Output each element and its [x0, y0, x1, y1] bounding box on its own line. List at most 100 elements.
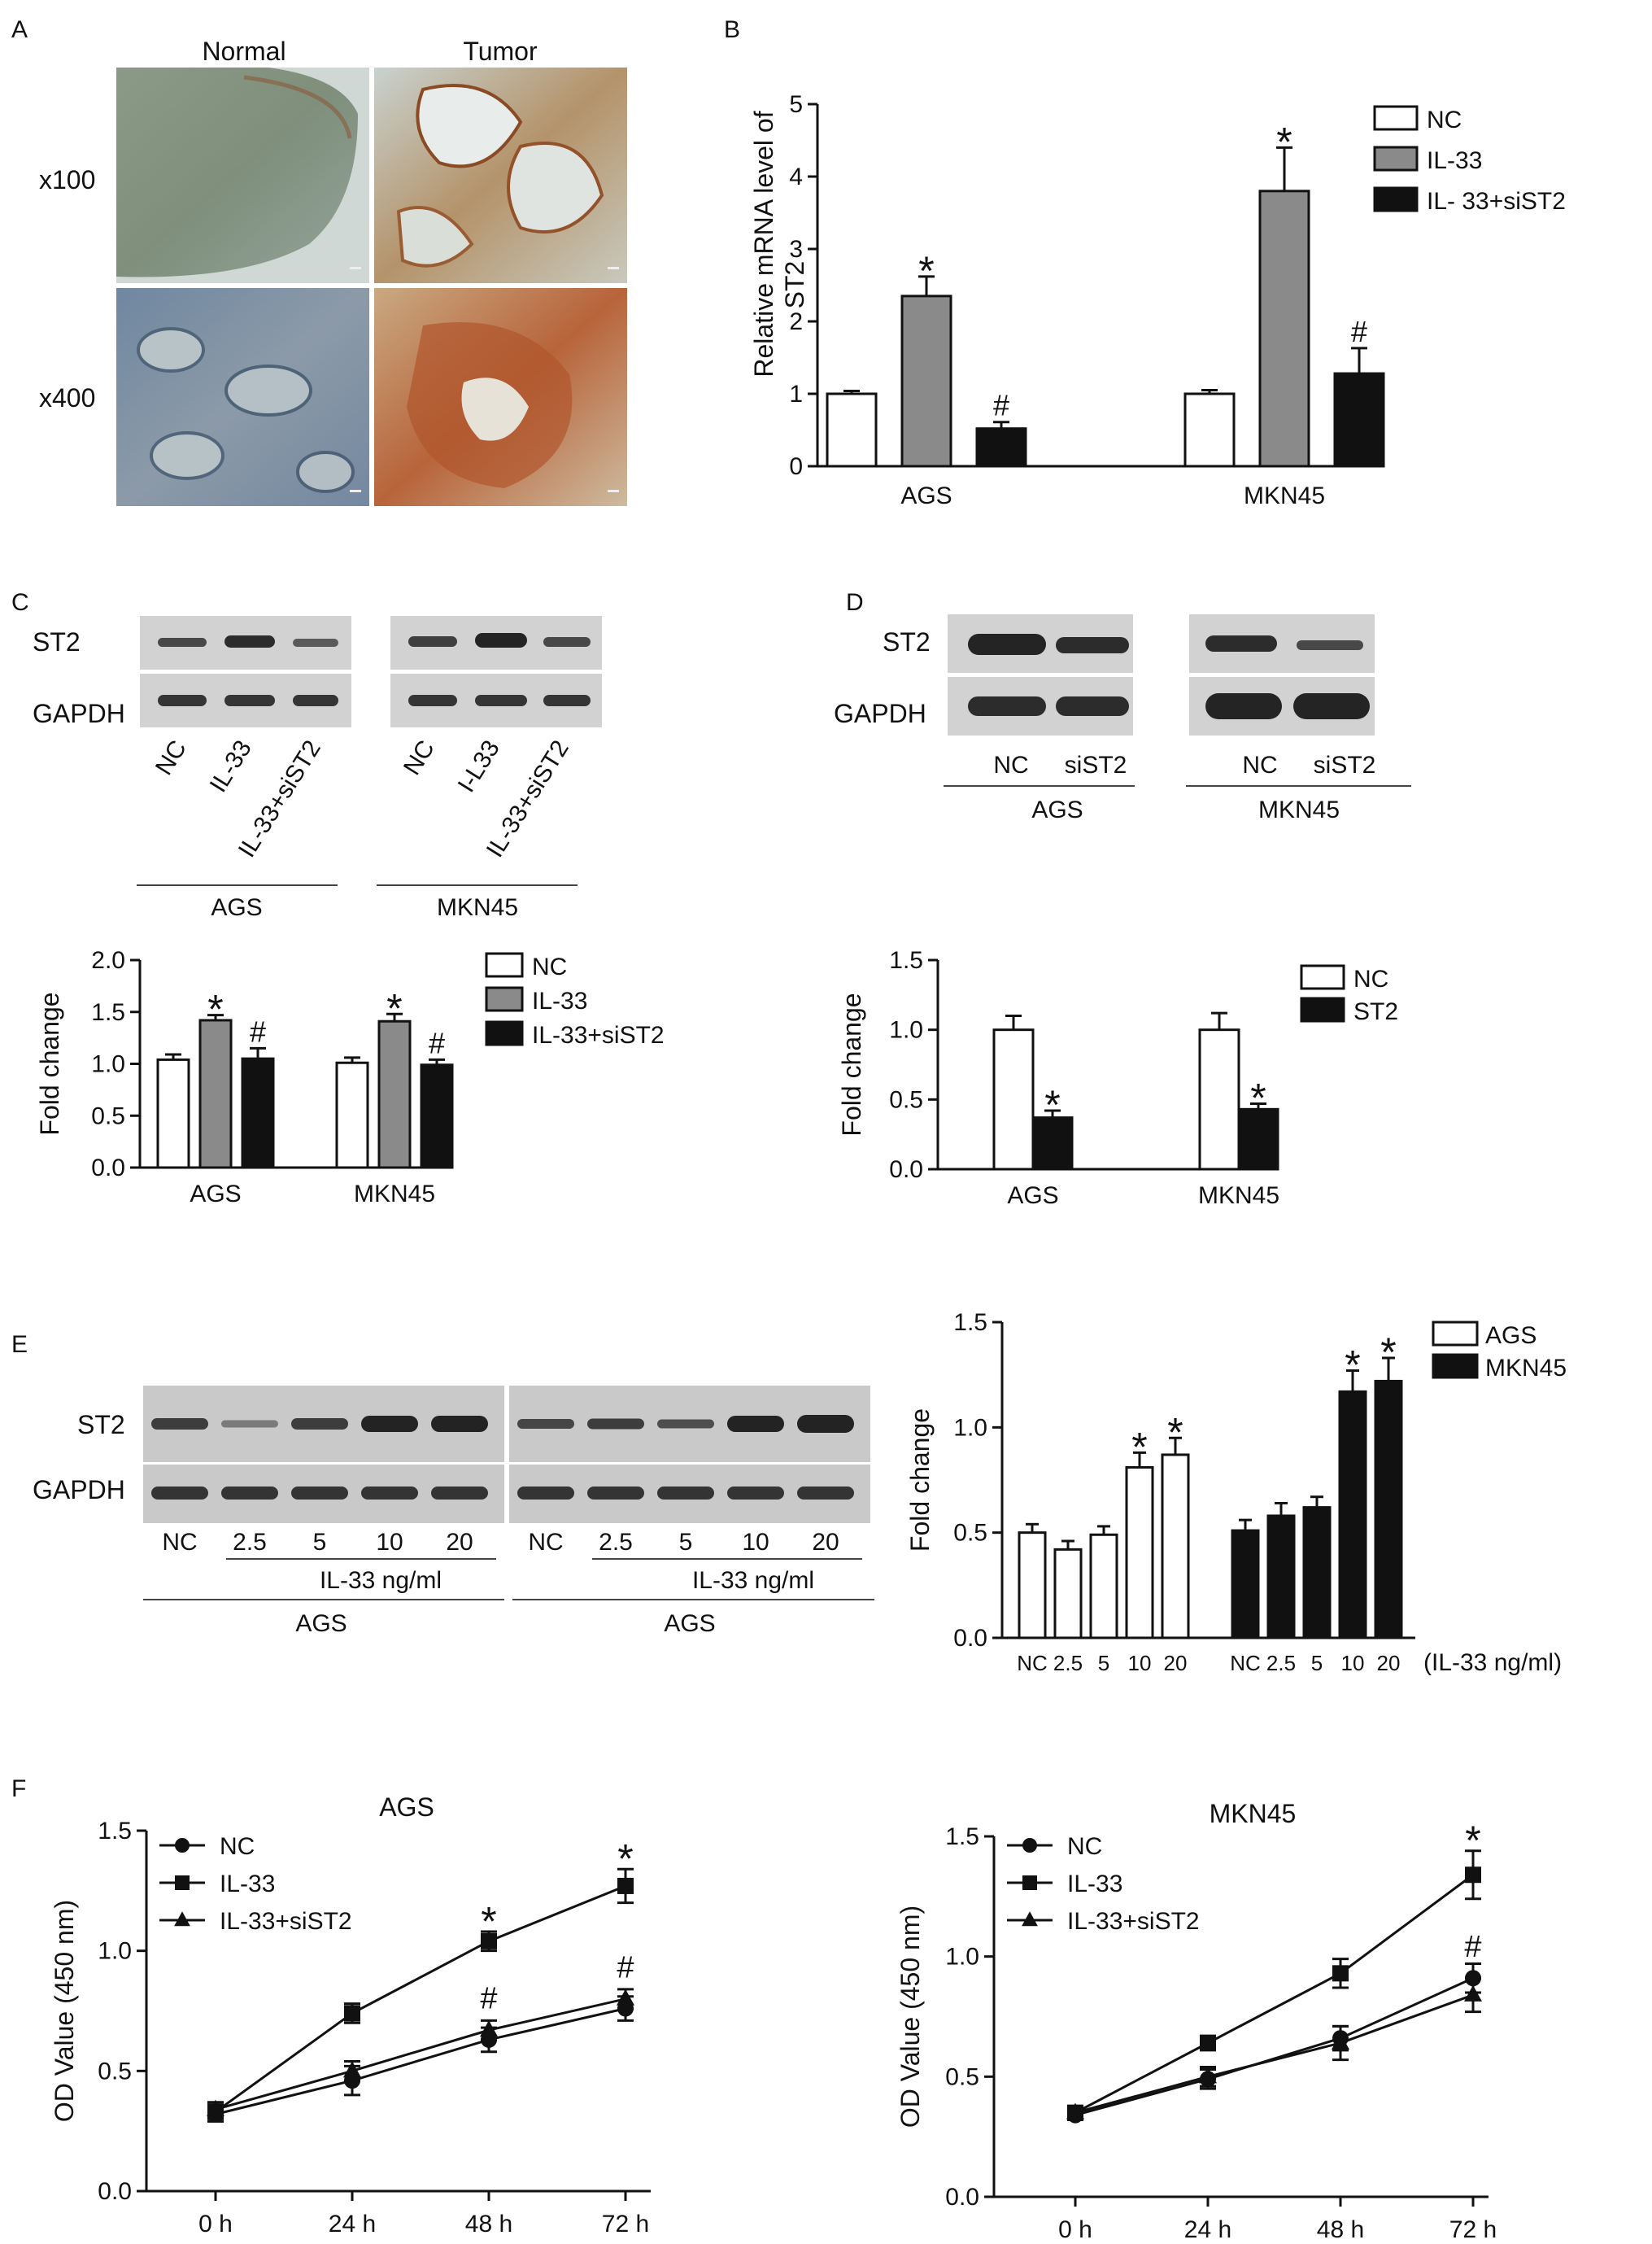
- blot-e-treatment-label: IL-33 ng/ml: [692, 1567, 814, 1594]
- y-tick-label: 0: [789, 453, 803, 480]
- x-tick-label: 48 h: [465, 2211, 512, 2237]
- blot-band: [361, 1487, 418, 1500]
- bar: [1338, 1390, 1367, 1639]
- x-tick-label: 48 h: [1317, 2216, 1364, 2243]
- x-category-label: 5: [1311, 1651, 1323, 1675]
- legend-swatch: [1373, 186, 1419, 212]
- micrograph-tumor-x400: [374, 288, 627, 506]
- chart-b: 0 1 2 3 4 5 * # AGS * # MKN45 Relative mRNA level of…: [749, 91, 1566, 509]
- blot-e-group-label: AGS: [664, 1610, 715, 1637]
- y-tick-label: 2.0: [91, 947, 125, 974]
- x-tick-label: 24 h: [329, 2211, 376, 2237]
- legend-swatch: [1300, 997, 1345, 1023]
- series-line: [215, 1884, 626, 2113]
- bar: [1237, 1107, 1279, 1171]
- blot-band: [543, 637, 591, 647]
- x-category-label: 20: [1164, 1651, 1188, 1675]
- y-tick-label: 1.0: [98, 1938, 132, 1965]
- y-tick-label: 0.5: [889, 1086, 923, 1113]
- blot-band: [1056, 637, 1129, 653]
- legend-label: IL-33+siST2: [532, 1022, 665, 1049]
- panel-letter-a: A: [11, 16, 28, 43]
- data-point: [617, 1877, 634, 1894]
- micrograph-row-label-x100: x100: [39, 165, 95, 194]
- blot-e-lane-label: 5: [679, 1529, 693, 1556]
- blot-d-bands: [968, 634, 1370, 719]
- bar: [377, 1019, 412, 1169]
- blot-band: [291, 1418, 348, 1430]
- data-point: [1022, 1838, 1037, 1853]
- y-tick-label: 1.0: [91, 1051, 125, 1078]
- blot-d-row-label-st2: ST2: [883, 627, 931, 657]
- x-category-label: MKN45: [1198, 1182, 1279, 1209]
- bar: [1258, 190, 1310, 468]
- data-point: [1465, 1866, 1481, 1884]
- blot-e-lane-label: 5: [313, 1529, 327, 1556]
- x-tick-label: 0 h: [198, 2211, 233, 2237]
- panel-letter-f: F: [11, 1775, 26, 1802]
- blot-c-row-label-st2: ST2: [33, 627, 81, 657]
- x-tick-label: 24 h: [1184, 2216, 1231, 2243]
- blot-d-lane-label: siST2: [1314, 752, 1376, 779]
- y-tick-label: 1.0: [889, 1017, 923, 1044]
- series-line: [215, 1997, 626, 2111]
- blot-band: [657, 1487, 714, 1500]
- legend-swatch: [1432, 1353, 1479, 1379]
- data-point: [1332, 1965, 1349, 1982]
- blot-c-lane-label: I-L33: [453, 736, 505, 797]
- blot-band: [151, 1418, 208, 1430]
- data-point: [1199, 2067, 1217, 2084]
- blot-band: [1056, 696, 1129, 716]
- bar: [1031, 1116, 1074, 1171]
- significance-mark: *: [1276, 119, 1292, 164]
- x-category-label: 2.5: [1053, 1651, 1083, 1675]
- blot-band: [1297, 640, 1363, 650]
- micrograph-normal-x100: [116, 68, 369, 283]
- blot-c-group-label-ags: AGS: [211, 894, 262, 921]
- bar: [1125, 1465, 1154, 1639]
- legend-swatch: [485, 1020, 524, 1046]
- legend-swatch: [1373, 105, 1419, 131]
- blot-e-bands: [151, 1415, 854, 1500]
- bar: [1053, 1548, 1083, 1639]
- y-tick-label: 0.0: [945, 2184, 979, 2211]
- x-category-label: 20: [1377, 1651, 1401, 1675]
- y-tick-label: 0.5: [945, 2063, 979, 2090]
- bar: [1333, 372, 1385, 468]
- legend-label: NC: [532, 954, 567, 980]
- significance-mark: *: [918, 248, 934, 294]
- significance-mark: #: [993, 389, 1009, 422]
- data-point: [1200, 2034, 1216, 2051]
- blot-band: [587, 1487, 644, 1500]
- significance-mark: #: [617, 1950, 634, 1984]
- data-point: [480, 2020, 498, 2037]
- data-point: [344, 2005, 360, 2022]
- blot-band: [727, 1416, 784, 1432]
- x-category-label: AGS: [190, 1181, 241, 1207]
- bar: [1089, 1533, 1118, 1639]
- panel-letter-e: E: [11, 1331, 28, 1358]
- y-axis-label: Relative mRNA level of: [749, 111, 778, 377]
- x-tick-label: 0 h: [1058, 2216, 1092, 2243]
- bar: [992, 1028, 1035, 1171]
- significance-mark: #: [480, 1982, 497, 2016]
- blot-band: [224, 635, 275, 648]
- blot-band: [221, 1420, 278, 1428]
- data-point: [1066, 2102, 1084, 2120]
- y-axis-label: ST2: [780, 261, 809, 309]
- x-category-label: 10: [1341, 1651, 1365, 1675]
- legend-label: IL-33: [220, 1871, 275, 1897]
- blot-band: [431, 1416, 488, 1432]
- x-tick-label: 72 h: [1449, 2216, 1497, 2243]
- y-axis-label: OD Value (450 nm): [50, 1900, 79, 2122]
- significance-mark: *: [207, 987, 223, 1033]
- bar: [198, 1019, 233, 1169]
- bar: [1161, 1453, 1190, 1639]
- data-point: [207, 2099, 224, 2116]
- bar: [420, 1063, 454, 1169]
- x-category-label: 10: [1128, 1651, 1152, 1675]
- legend-label: IL- 33+siST2: [1427, 188, 1566, 215]
- y-tick-label: 1.5: [945, 1823, 979, 1850]
- bar: [241, 1057, 275, 1169]
- blot-band: [968, 696, 1046, 716]
